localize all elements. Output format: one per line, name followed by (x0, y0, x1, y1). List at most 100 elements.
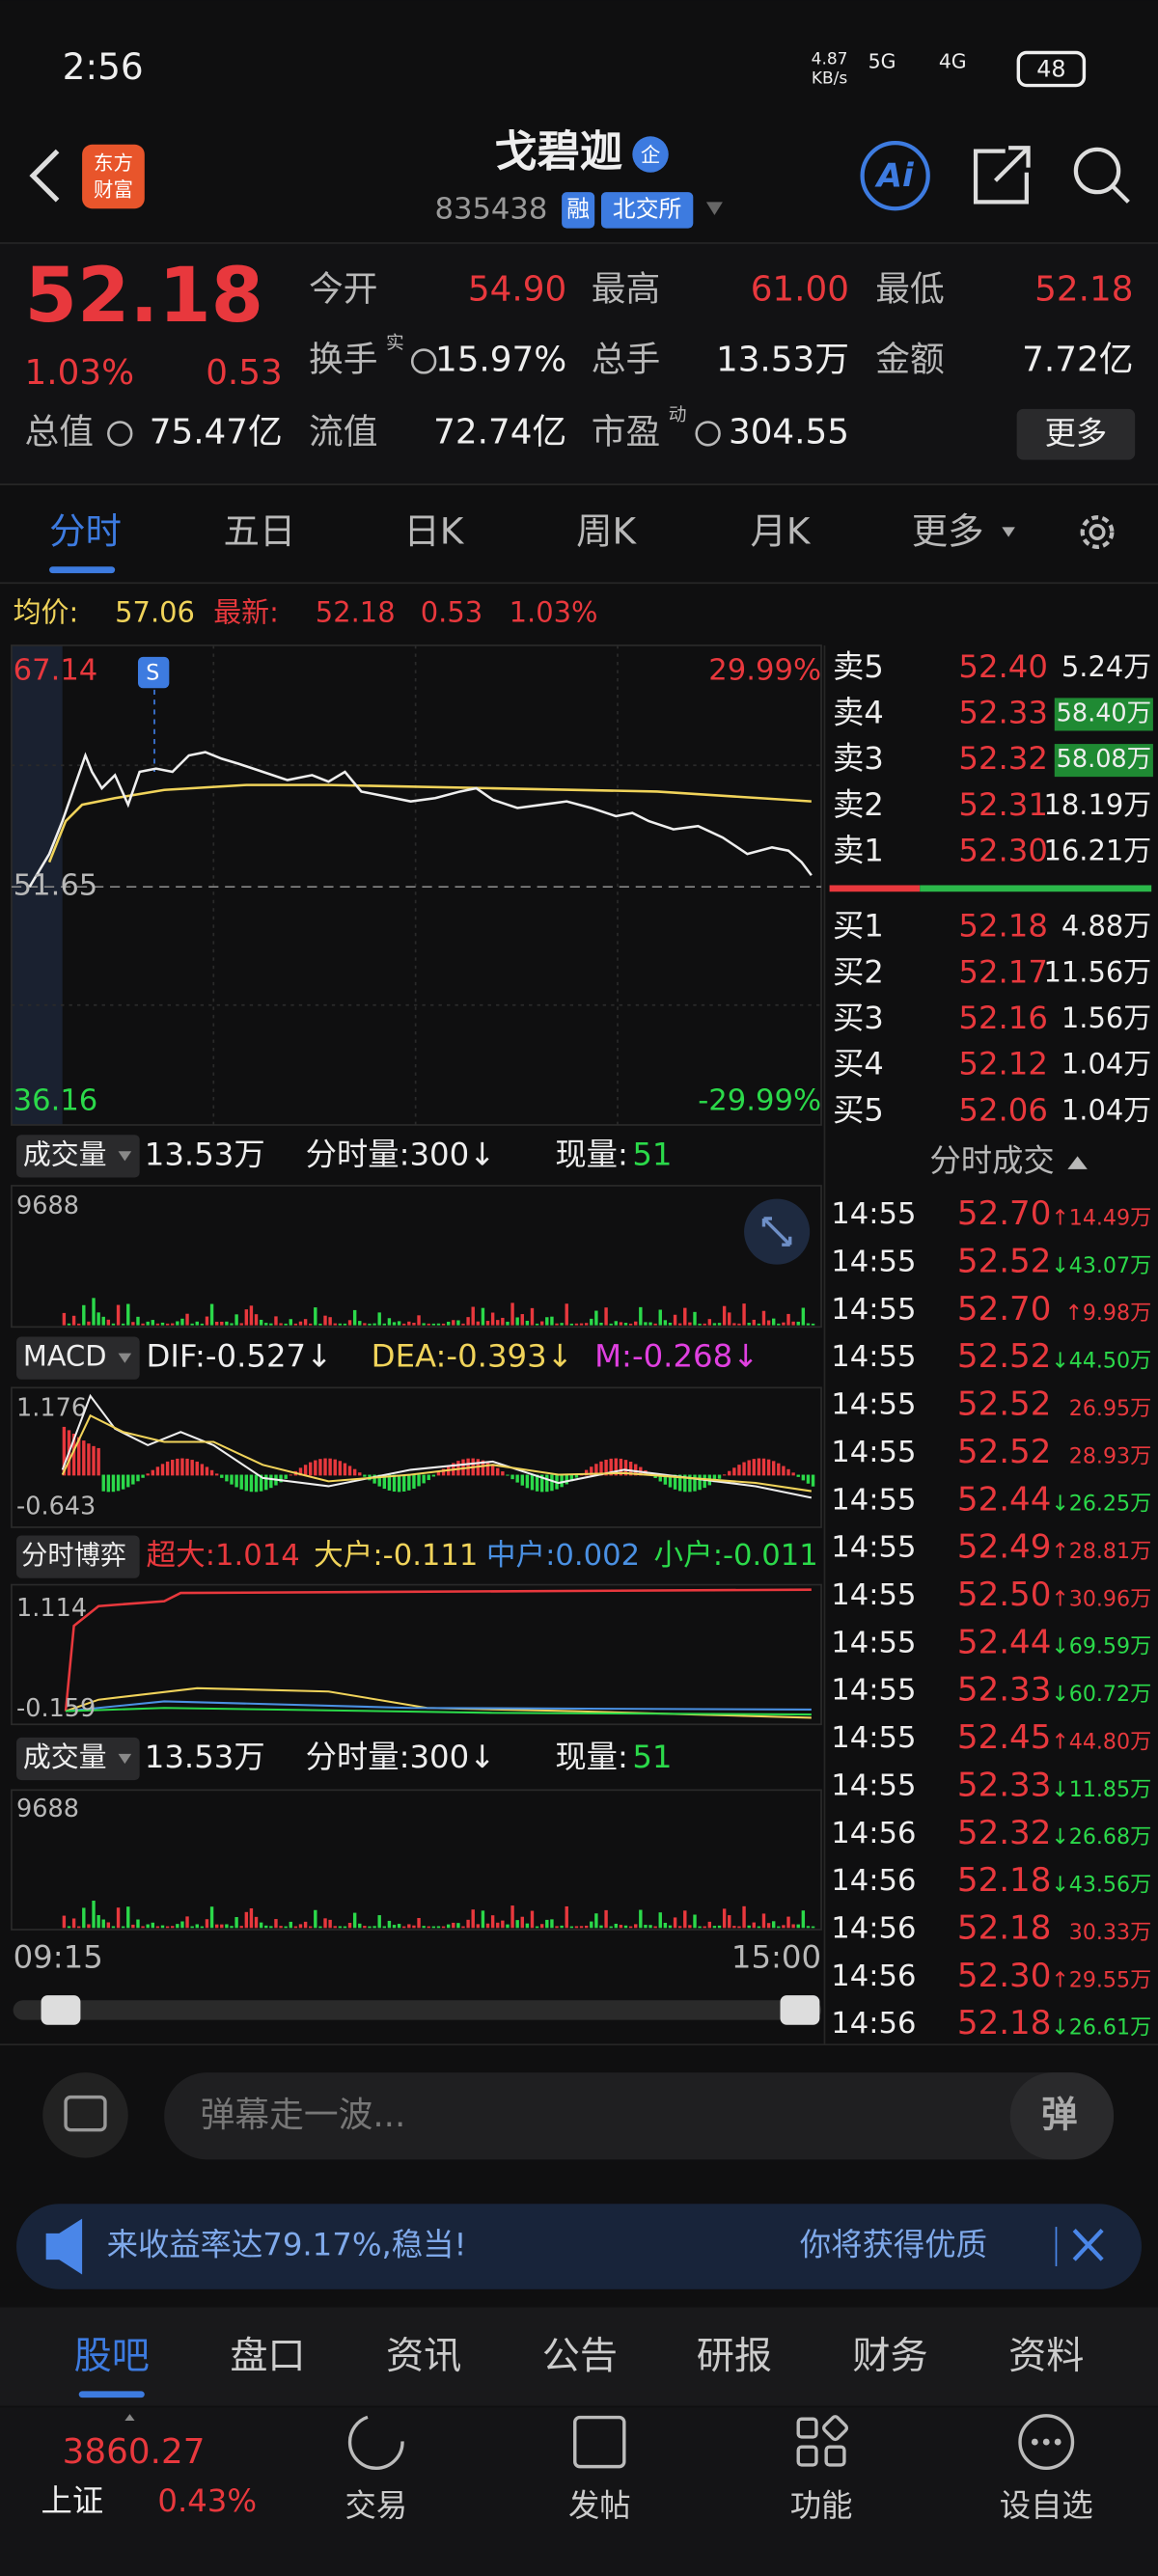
macd-bar-decor (441, 1468, 446, 1476)
volume-bar-decor (106, 1319, 111, 1326)
banner[interactable] (16, 2204, 1142, 2289)
macd-bar-decor (766, 1459, 771, 1476)
bottom-tab[interactable]: 资料 (1008, 2335, 1084, 2378)
macd-bar-decor (328, 1458, 332, 1476)
volume-bar-decor (501, 1317, 505, 1326)
scroll-handle-left[interactable] (41, 1995, 81, 2025)
nav-item[interactable]: 功能 (790, 2487, 853, 2524)
book-label: 买1 (833, 908, 884, 945)
title-badge-bg (632, 136, 669, 173)
volume-bar-decor (599, 1322, 603, 1326)
volume-bar-decor (766, 1320, 771, 1326)
scrollbar[interactable] (13, 2000, 822, 2020)
panel-select[interactable] (16, 1336, 140, 1380)
volume-bar-decor (431, 1323, 436, 1326)
panel-select[interactable] (16, 1737, 140, 1781)
bottom-tab[interactable]: 盘口 (230, 2335, 305, 2378)
search-button[interactable] (1073, 147, 1121, 195)
volume-bar-decor (520, 1916, 524, 1929)
volume-bar-decor (190, 1926, 194, 1929)
share-button[interactable] (973, 146, 1031, 205)
comment-input[interactable] (164, 2072, 1115, 2160)
logo-text: 东方 (94, 151, 133, 175)
volume-bar-decor (402, 1926, 406, 1929)
nav-item[interactable]: 交易 (345, 2487, 407, 2524)
panel-select[interactable] (16, 1535, 140, 1578)
volume-bar-decor (293, 1323, 298, 1326)
chart-tab[interactable]: 月K (751, 510, 812, 553)
danmaku-button[interactable] (1009, 2072, 1115, 2160)
watchlist-icon[interactable] (1018, 2414, 1075, 2471)
trade-time: 14:55 (831, 1340, 916, 1374)
danmaku-button-label[interactable]: 弹 (1041, 2094, 1077, 2136)
bottom-tab[interactable]: 公告 (542, 2335, 618, 2378)
macd-bar-decor (131, 1474, 135, 1485)
bottom-tab[interactable]: 研报 (697, 2335, 772, 2378)
nav-item[interactable]: 设自选 (1000, 2487, 1093, 2524)
volume2-frame (11, 1789, 822, 1931)
volume-bar-decor (801, 1307, 806, 1326)
macd-bar-decor (407, 1474, 411, 1491)
macd-bar-decor (574, 1474, 579, 1478)
volume-bar-decor (806, 1323, 811, 1326)
bottom-tab[interactable]: 资讯 (386, 2335, 461, 2378)
volume-bar-decor (496, 1922, 500, 1929)
volume-bar-decor (766, 1923, 771, 1929)
volume-bar-decor (634, 1321, 638, 1326)
banner-close[interactable] (1072, 2229, 1104, 2261)
volume-bar-decor (677, 1323, 682, 1326)
volume-bar-decor (717, 1925, 722, 1929)
trade-price: 52.52 (957, 1242, 1051, 1280)
banner-right[interactable]: 你将获得优质 (800, 2227, 987, 2263)
volume-bar-decor (677, 1926, 682, 1929)
volume-bar-decor (417, 1315, 421, 1326)
chart-tab[interactable]: 日K (403, 510, 464, 553)
macd-bar-decor (584, 1469, 589, 1476)
back-button[interactable] (29, 149, 60, 203)
volume-bar-decor (298, 1924, 303, 1929)
book-price: 52.30 (958, 832, 1048, 868)
bottom-tab[interactable]: 财务 (852, 2335, 927, 2378)
volume-bar-decor (510, 1905, 514, 1929)
chart-tab[interactable]: 周K (576, 510, 637, 553)
more-button-label[interactable]: 更多 (1045, 415, 1108, 452)
volume-bar-decor (452, 1922, 455, 1929)
trade-icon[interactable] (347, 2414, 404, 2471)
ai-button[interactable] (860, 140, 930, 211)
book-volume: 58.08万 (1057, 745, 1152, 774)
bottom-tab[interactable]: 股吧 (74, 2335, 150, 2378)
post-icon[interactable] (573, 2415, 626, 2469)
banner-text[interactable]: 来收益率达79.17%,稳当! (107, 2227, 467, 2263)
nav-item[interactable]: 发帖 (568, 2487, 631, 2524)
panel-select[interactable] (16, 1135, 140, 1178)
volume-bar-decor (693, 1914, 697, 1929)
comment-placeholder[interactable]: 弹幕走一波... (201, 2096, 406, 2135)
index-value[interactable]: 3860.27 (63, 2432, 206, 2472)
more-button[interactable] (1016, 408, 1136, 460)
index-name[interactable]: 上证 (41, 2482, 104, 2519)
macd-bar-decor (111, 1474, 116, 1493)
macd-bar-decor (658, 1474, 662, 1482)
game-line-small (66, 1707, 812, 1716)
volume-bar-decor (372, 1926, 376, 1929)
volume-bar-decor (230, 1926, 234, 1929)
chart-tab[interactable]: 分时 (49, 510, 122, 553)
code-dropdown[interactable] (705, 202, 723, 216)
volume-bar-decor (594, 1913, 598, 1929)
volume-bar-decor (323, 1315, 327, 1326)
chart-tab[interactable]: 五日 (223, 510, 295, 553)
trade-time: 14:55 (831, 1578, 916, 1612)
field-label: 今开 (309, 269, 377, 309)
volume-bar-decor (82, 1304, 86, 1326)
chart-tab[interactable]: 更多 (912, 510, 984, 553)
danmaku-toggle[interactable] (42, 2072, 128, 2158)
ai-label[interactable]: Ai (874, 156, 915, 195)
scroll-handle-right[interactable] (780, 1995, 820, 2025)
settings-button[interactable] (1080, 515, 1115, 549)
trades-sort[interactable] (1067, 1156, 1088, 1169)
volume-bar-decor (185, 1313, 189, 1326)
function-icon[interactable] (796, 2415, 849, 2467)
index-pct[interactable]: 0.43% (157, 2482, 257, 2519)
field-label: 总值 (25, 412, 94, 452)
volume-bar-decor (205, 1316, 209, 1326)
